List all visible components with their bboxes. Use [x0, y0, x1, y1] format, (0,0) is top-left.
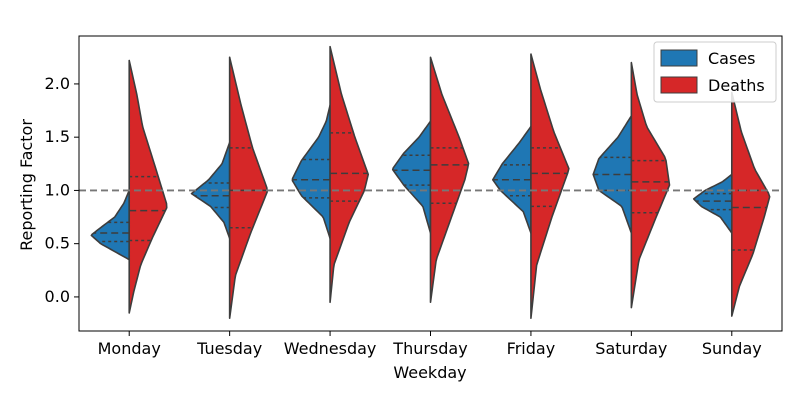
y-axis-label: Reporting Factor	[17, 119, 36, 251]
violin-deaths-saturday	[630, 61, 671, 309]
x-tick-label: Tuesday	[196, 339, 262, 358]
y-tick-label: 2.0	[45, 74, 70, 93]
violin-deaths-tuesday	[228, 56, 268, 320]
y-tick-label: 0.0	[45, 287, 70, 306]
legend: Cases Deaths	[653, 41, 777, 103]
x-tick-label: Friday	[507, 339, 556, 358]
y-tick-label: 0.5	[45, 234, 70, 253]
x-axis-label: Weekday	[393, 363, 466, 382]
x-tick-label: Monday	[98, 339, 161, 358]
violin-deaths-thursday	[429, 56, 470, 304]
violin-cases-friday	[491, 125, 532, 234]
violin-cases-monday	[90, 189, 131, 261]
legend-label-deaths: Deaths	[708, 76, 765, 95]
violin-cases-saturday	[592, 115, 633, 234]
y-tick-label: 1.5	[45, 127, 70, 146]
x-tick-label: Thursday	[392, 339, 467, 358]
violin-deaths-wednesday	[329, 45, 370, 304]
x-tick-label: Saturday	[595, 339, 667, 358]
violin-cases-thursday	[391, 120, 432, 234]
violin-cases-sunday	[692, 173, 733, 234]
violin-deaths-friday	[530, 53, 570, 320]
violin-cases-wednesday	[291, 104, 331, 240]
violin-deaths-monday	[128, 59, 168, 314]
legend-swatch-deaths	[660, 76, 698, 94]
violin-cases-tuesday	[190, 141, 231, 240]
x-tick-label: Wednesday	[284, 339, 377, 358]
y-tick-label: 1.0	[45, 180, 70, 199]
legend-swatch-cases	[660, 49, 698, 67]
legend-label-cases: Cases	[708, 49, 756, 68]
plot-area	[79, 45, 782, 320]
violin-deaths-sunday	[730, 91, 771, 317]
axes: 0.0 0.5 1.0 1.5 2.0 Monday Tuesday Wednesday Thu…	[45, 35, 783, 358]
x-tick-label: Sunday	[702, 339, 762, 358]
